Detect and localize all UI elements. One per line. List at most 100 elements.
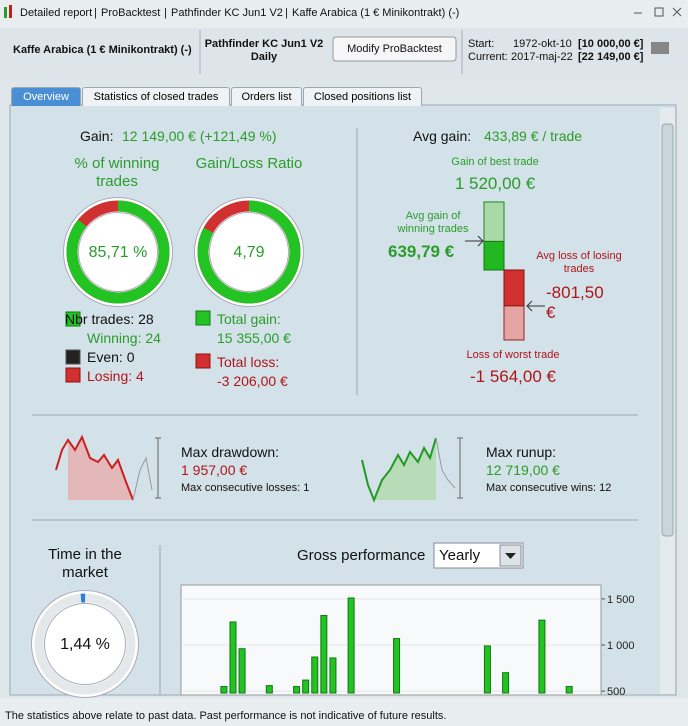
bar <box>229 621 237 694</box>
bar <box>238 648 246 694</box>
runup-consecutive: Max consecutive wins: 12 <box>486 482 612 494</box>
bar <box>565 686 573 694</box>
legend-swatch <box>65 349 81 365</box>
current-capital: [22 149,00 €] <box>578 51 644 63</box>
runup-icon <box>361 437 463 503</box>
total-gain-label: Total gain: <box>217 311 281 327</box>
breadcrumb[interactable]: ProBacktest <box>101 7 161 19</box>
button-label[interactable]: Modify ProBacktest <box>347 43 442 55</box>
total-loss-value: -3 206,00 € <box>217 373 288 389</box>
title-bar <box>0 0 688 28</box>
trades-winning: Winning: 24 <box>87 330 161 346</box>
current-date: 2017-maj-22 <box>511 51 573 63</box>
runup-value: 12 719,00 € <box>486 462 560 478</box>
scroll-thumb[interactable] <box>661 123 674 537</box>
current-label: Current: <box>468 51 508 63</box>
separator-text: | <box>285 7 288 19</box>
legend-swatch <box>65 367 81 383</box>
timeframe: Daily <box>250 51 278 63</box>
avg-loss-value: -801,50 € <box>546 283 604 323</box>
plot-area <box>180 584 602 696</box>
y-tick-label: 1 000 <box>607 640 635 652</box>
worst-trade-value: -1 564,00 € <box>469 367 556 386</box>
tab[interactable]: Overview <box>11 87 81 106</box>
print-icon[interactable] <box>651 42 669 54</box>
gain-value: 12 149,00 € (+121,49 %) <box>122 128 277 144</box>
bar <box>538 619 546 694</box>
bar <box>311 656 319 694</box>
tab[interactable]: Orders list <box>231 87 302 106</box>
worst-trade-label: Loss of worst trade <box>466 349 560 361</box>
time-value: 1,44 % <box>60 636 110 653</box>
breadcrumb[interactable]: Pathfinder KC Jun1 V2 <box>171 7 283 19</box>
app-icon <box>9 5 12 18</box>
avg-gain-label: Avg gain: <box>413 128 472 144</box>
ratio-title: Gain/Loss Ratio <box>195 155 303 172</box>
trades-even: Even: 0 <box>87 349 135 365</box>
separator-text: | <box>94 7 97 19</box>
bar <box>329 657 337 694</box>
tab[interactable]: Statistics of closed trades <box>82 87 230 106</box>
start-date: 1972-okt-10 <box>513 38 572 50</box>
bar <box>320 615 328 694</box>
drawdown-value: 1 957,00 € <box>181 462 248 478</box>
time-title: Time in the market <box>48 546 122 581</box>
dropdown-arrow <box>505 553 516 559</box>
window-controls <box>634 7 682 17</box>
legend-swatch <box>195 310 211 326</box>
trades-losing: Losing: 4 <box>87 368 144 384</box>
donut-arc <box>197 200 301 304</box>
chart-title: Gross performance <box>297 547 426 564</box>
bar <box>483 645 491 694</box>
modify-button[interactable] <box>332 36 457 62</box>
bar <box>265 685 273 694</box>
drawdown-consecutive: Max consecutive losses: 1 <box>181 482 310 494</box>
y-tick-label: 500 <box>607 686 625 698</box>
bar <box>293 686 301 694</box>
tab[interactable]: Closed positions list <box>303 87 422 106</box>
legend-swatch <box>195 353 211 369</box>
bar <box>393 638 401 694</box>
win-rate-title: % of winning trades <box>74 155 160 190</box>
bar <box>302 679 310 694</box>
donut-inner <box>209 212 289 292</box>
avg-win-value: 639,79 € <box>388 242 455 261</box>
donut-arc <box>66 200 170 304</box>
bar <box>347 597 355 694</box>
donut-inner <box>44 603 126 685</box>
avg-win-label: Avg gain of winning trades <box>397 210 469 236</box>
instrument: Kaffe Arabica (1 € Minikontrakt) (-) <box>13 44 192 56</box>
gain-label: Gain: <box>80 128 114 144</box>
footer-bar <box>0 698 688 726</box>
bars <box>220 597 573 694</box>
start-capital: [10 000,00 €] <box>578 38 644 50</box>
period-value[interactable]: Yearly <box>439 547 481 564</box>
strategy: Pathfinder KC Jun1 V2 <box>204 38 324 50</box>
runup-label: Max runup: <box>486 444 557 460</box>
drawdown-icon <box>55 434 161 501</box>
bar <box>502 672 510 694</box>
donut-arc <box>34 593 136 695</box>
avg-gain-value: 433,89 € / trade <box>484 128 583 144</box>
legend-swatch <box>65 311 81 327</box>
trades-total: Nbr trades: 28 <box>65 311 154 327</box>
best-trade-label: Gain of best trade <box>451 156 539 168</box>
trade-bar <box>503 269 525 307</box>
total-loss-label: Total loss: <box>217 354 280 370</box>
dividers <box>32 128 638 695</box>
breadcrumb[interactable]: Kaffe Arabica (1 € Minikontrakt) (-) <box>292 7 460 19</box>
app-icon <box>4 7 7 18</box>
arrows <box>465 235 545 312</box>
y-tick-label: 1 500 <box>607 594 635 606</box>
drawdown-label: Max drawdown: <box>181 444 280 460</box>
win-rate-value: 85,71 % <box>88 244 148 261</box>
separator-text: | <box>164 7 167 19</box>
breadcrumb[interactable]: Detailed report <box>20 7 93 19</box>
best-trade-value: 1 520,00 € <box>454 174 536 193</box>
donut-inner <box>78 212 158 292</box>
bar <box>220 686 228 694</box>
ratio-value: 4,79 <box>233 244 265 261</box>
trade-bar <box>483 240 505 271</box>
